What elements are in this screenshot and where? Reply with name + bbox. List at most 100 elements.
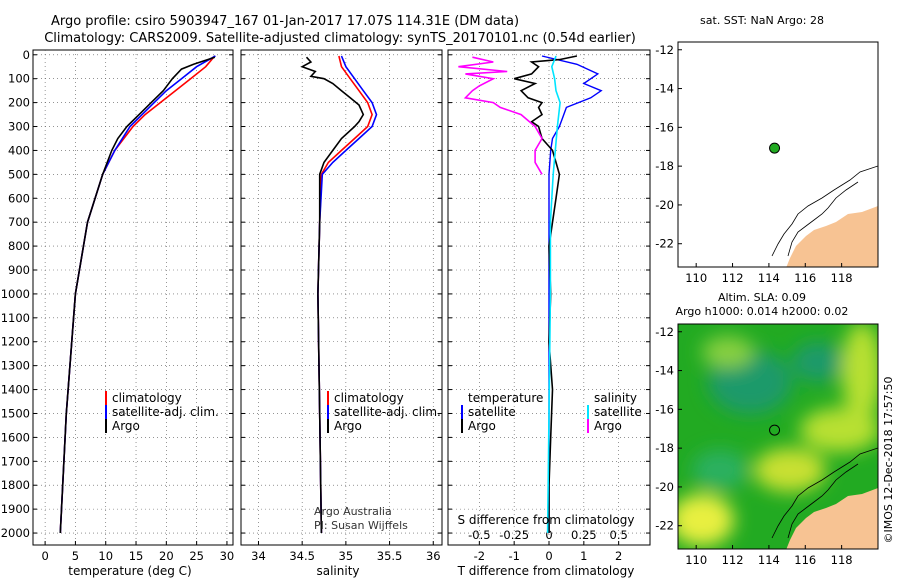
x-tick-label: 0 <box>41 549 48 563</box>
y-tick-label: 1100 <box>1 311 30 325</box>
salinity-xlabel: salinity <box>316 564 359 578</box>
legend-label-argo: Argo <box>112 419 140 433</box>
y-tick-label: -20 <box>655 198 674 212</box>
x-tick-label: 112 <box>722 553 744 567</box>
sla-high-anomaly <box>678 494 734 546</box>
x-tick-label: -2 <box>474 549 485 563</box>
y-tick-label: 800 <box>8 239 30 253</box>
legend-label-t-satellite: satellite <box>468 405 516 419</box>
land-polygon <box>786 206 878 267</box>
legend-label-s-satellite: satellite <box>594 405 642 419</box>
sla-map-frame <box>677 323 879 550</box>
legend-label-climatology: climatology <box>112 391 182 405</box>
x-tick-label: 5 <box>72 549 79 563</box>
x-tick-label: 116 <box>794 553 816 567</box>
argo-float-marker <box>769 424 781 436</box>
sla-high-anomaly <box>754 448 826 492</box>
x-tick-label: 118 <box>831 553 853 567</box>
x-tick-label: 35 <box>339 549 354 563</box>
sst-map <box>678 42 878 267</box>
x-tick-label: 112 <box>722 271 744 285</box>
difference-lines <box>458 55 603 534</box>
y-tick-label: -18 <box>655 159 674 173</box>
sla-low-anomaly <box>792 342 844 382</box>
argo-float-marker <box>769 142 781 154</box>
y-tick-label: 700 <box>8 215 30 229</box>
salinity-lines <box>300 55 378 534</box>
y-tick-label: -12 <box>655 325 674 339</box>
imos-credit: ©IMOS 12-Dec-2018 17:57:50 <box>882 377 895 544</box>
series-line-s-satellite <box>546 55 561 534</box>
bathymetry-contour <box>771 165 878 257</box>
salinity-legend: climatology satellite-adj. clim. Argo <box>327 391 441 433</box>
difference-ticks: -2 -1 0 1 2 -0.5 -0.25 0 0.25 0.5 <box>448 54 650 563</box>
y-tick-label: 900 <box>8 263 30 277</box>
x-tick-label: 30 <box>220 549 235 563</box>
x-tick-label: 34 <box>251 549 266 563</box>
legend-label-satellite: satellite-adj. clim. <box>112 405 219 419</box>
y-tick-label: 500 <box>8 167 30 181</box>
y-tick-label: -16 <box>655 120 674 134</box>
x2-tick-label: -0.5 <box>468 528 490 542</box>
difference-xlabel: T difference from climatology <box>457 564 635 578</box>
temperature-ticks: 0100200300400500600700800900100011001200… <box>1 48 235 563</box>
y-tick-label: -18 <box>655 441 674 455</box>
y-tick-label: 200 <box>8 96 30 110</box>
x-tick-label: 25 <box>189 549 204 563</box>
y-tick-label: -22 <box>655 519 674 533</box>
y-tick-label: 1700 <box>1 454 30 468</box>
x-tick-label: 116 <box>794 271 816 285</box>
legend-label-argo: Argo <box>334 419 362 433</box>
figure-title-line2: Climatology: CARS2009. Satellite-adjuste… <box>44 31 636 46</box>
series-line-t-argo <box>513 55 578 533</box>
x2-tick-label: 0 <box>545 528 552 542</box>
y-tick-label: 1900 <box>1 502 30 516</box>
y-tick-label: 1600 <box>1 430 30 444</box>
y-tick-label: -14 <box>655 364 674 378</box>
bathymetry-contour <box>771 447 878 539</box>
y-tick-label: 1500 <box>1 406 30 420</box>
legend-label-satellite: satellite-adj. clim. <box>334 405 441 419</box>
coastline-contour <box>787 463 859 539</box>
land-polygon <box>786 488 878 549</box>
annotation-line2: PI: Susan Wijffels <box>314 519 408 532</box>
y-tick-label: 1800 <box>1 478 30 492</box>
legend-label-climatology: climatology <box>334 391 404 405</box>
x-tick-label: 20 <box>159 549 174 563</box>
series-line-argo <box>300 56 365 534</box>
legend-label-s-argo: Argo <box>594 419 622 433</box>
x2-tick-label: -0.25 <box>499 528 529 542</box>
y-tick-label: -16 <box>655 402 674 416</box>
temperature-lines <box>59 55 216 534</box>
x-tick-label: 10 <box>98 549 113 563</box>
y-tick-label: 1000 <box>1 287 30 301</box>
x-tick-label: 110 <box>685 271 707 285</box>
salinity-ticks: 34 34.5 35 35.5 36 <box>241 54 442 563</box>
sla-high-anomaly <box>842 324 878 422</box>
sla-map-title: Altim. SLA: 0.09 <box>718 291 806 304</box>
difference-x2label: S difference from climatology <box>458 513 635 527</box>
y-tick-label: 1300 <box>1 359 30 373</box>
x-tick-label: 0 <box>545 549 552 563</box>
x-tick-label: 118 <box>831 271 853 285</box>
y-tick-label: 0 <box>23 48 30 62</box>
y-tick-label: 2000 <box>1 526 30 540</box>
series-line-argo <box>59 56 216 534</box>
y-tick-label: 1200 <box>1 335 30 349</box>
figure-title-line1: Argo profile: csiro 5903947_167 01-Jan-2… <box>51 14 519 29</box>
sst-map-ticks: 110 112 114 116 118 -12 -14 -16 -18 -20 -22 <box>655 43 852 285</box>
sla-high-anomaly <box>800 408 878 452</box>
annotation-line1: Argo Australia <box>314 505 392 518</box>
difference-legend: temperature satellite Argo salinity sate… <box>461 391 642 433</box>
sst-map-frame <box>677 41 879 268</box>
sla-map-ticks: 110 112 114 116 118 -12 -14 -16 -18 -20 -22 <box>655 325 852 567</box>
x-tick-label: 2 <box>615 549 622 563</box>
temperature-grid <box>33 50 233 545</box>
sla-map-subtitle: Argo h1000: 0.014 h2000: 0.02 <box>676 305 849 318</box>
x-tick-label: 114 <box>758 553 780 567</box>
y-tick-label: 400 <box>8 143 30 157</box>
x-tick-label: 35.5 <box>377 549 403 563</box>
series-line-s-argo <box>458 56 543 175</box>
sst-map-title: sat. SST: NaN Argo: 28 <box>700 14 824 27</box>
